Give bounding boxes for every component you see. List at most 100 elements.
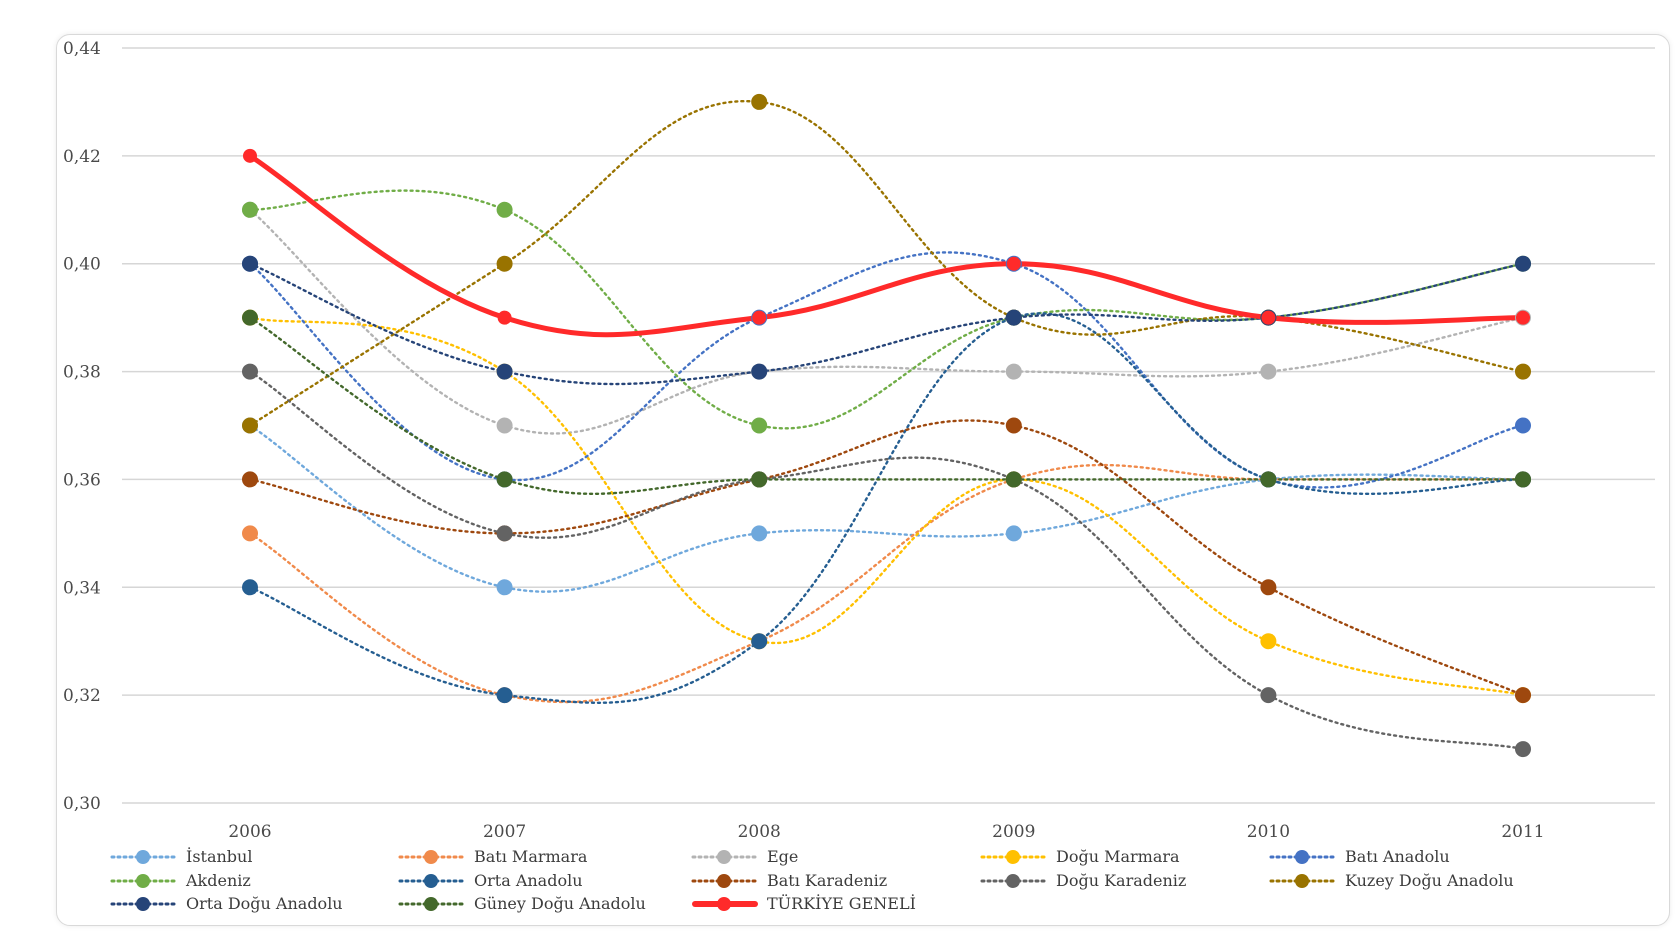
data-point xyxy=(242,417,258,434)
legend-marker xyxy=(424,850,438,864)
legend-item: Batı Karadeniz xyxy=(691,871,887,890)
data-point xyxy=(1005,471,1022,488)
series-line-7 xyxy=(248,419,1525,697)
legend-label: Doğu Karadeniz xyxy=(1056,871,1186,890)
data-point xyxy=(1260,687,1277,704)
data-point xyxy=(1261,310,1276,325)
legend-marker xyxy=(1006,850,1020,864)
data-point xyxy=(496,525,513,542)
legend-label: İstanbul xyxy=(186,846,252,866)
data-point xyxy=(242,201,258,218)
data-point xyxy=(1515,417,1531,434)
data-point xyxy=(496,255,513,272)
y-tick-label: 0,34 xyxy=(63,578,101,598)
data-point xyxy=(1515,471,1531,488)
legend-marker xyxy=(136,874,150,888)
legend-label: Doğu Marmara xyxy=(1056,847,1180,866)
data-point xyxy=(1516,310,1530,325)
data-point xyxy=(242,579,258,596)
y-tick-label: 0,44 xyxy=(63,39,101,59)
legend-label: Kuzey Doğu Anadolu xyxy=(1345,871,1514,890)
data-point xyxy=(751,93,768,110)
data-point xyxy=(751,471,768,488)
data-point xyxy=(1005,309,1022,326)
x-tick-label: 2008 xyxy=(738,822,781,842)
legend: İstanbul Batı Marmara Ege Doğu Marmara Batı … xyxy=(110,846,1514,913)
data-point xyxy=(496,687,513,704)
data-point xyxy=(1005,525,1022,542)
legend-item: Batı Anadolu xyxy=(1269,847,1450,866)
data-point xyxy=(751,363,768,380)
series-line-4 xyxy=(248,251,1525,489)
legend-marker xyxy=(424,874,438,888)
legend-item: Akdeniz xyxy=(110,871,251,890)
y-tick-label: 0,36 xyxy=(63,470,101,490)
legend-item: TÜRKİYE GENELİ xyxy=(692,893,916,913)
legend-label: TÜRKİYE GENELİ xyxy=(767,893,916,913)
legend-item: Ege xyxy=(691,847,798,866)
data-point xyxy=(1005,417,1022,434)
x-tick-label: 2009 xyxy=(992,822,1035,842)
y-tick-label: 0,38 xyxy=(63,363,101,383)
data-point xyxy=(1260,579,1277,596)
legend-item: Güney Doğu Anadolu xyxy=(398,894,646,913)
legend-item: Orta Anadolu xyxy=(398,871,583,890)
data-point xyxy=(1515,363,1531,380)
data-point xyxy=(243,148,257,163)
legend-marker xyxy=(1006,874,1020,888)
data-point xyxy=(1515,741,1531,758)
data-point xyxy=(242,471,258,488)
x-tick-label: 2007 xyxy=(483,822,526,842)
x-tick-label: 2010 xyxy=(1247,822,1290,842)
legend-marker xyxy=(1295,874,1309,888)
data-point xyxy=(1005,363,1022,380)
series-line-0 xyxy=(248,424,1525,593)
series-line-12 xyxy=(247,153,1526,338)
data-point xyxy=(751,417,768,434)
legend-item: Doğu Karadeniz xyxy=(980,871,1186,890)
legend-marker xyxy=(717,897,731,911)
legend-marker xyxy=(717,874,731,888)
data-point xyxy=(242,255,258,272)
data-point xyxy=(496,471,513,488)
legend-item: İstanbul xyxy=(110,846,252,866)
series-lines xyxy=(247,99,1526,751)
legend-label: Akdeniz xyxy=(185,871,251,890)
legend-label: Orta Doğu Anadolu xyxy=(186,894,343,913)
data-point xyxy=(242,525,258,542)
data-point xyxy=(751,525,768,542)
series-line-8 xyxy=(248,370,1525,751)
y-tick-label: 0,40 xyxy=(63,255,101,275)
legend-marker xyxy=(136,850,150,864)
y-tick-label: 0,32 xyxy=(63,686,101,706)
data-point xyxy=(1260,363,1277,380)
x-axis: 2006 2007 2008 2009 2010 2011 xyxy=(228,822,1544,842)
legend-marker xyxy=(1295,850,1309,864)
data-point xyxy=(1515,687,1531,704)
series-line-10 xyxy=(248,262,1525,386)
data-point xyxy=(751,633,768,650)
data-point xyxy=(752,310,767,325)
data-point xyxy=(496,417,513,434)
legend-label: Batı Anadolu xyxy=(1345,847,1450,866)
x-tick-label: 2011 xyxy=(1501,822,1544,842)
data-point xyxy=(496,363,513,380)
data-point xyxy=(1006,256,1021,271)
y-axis: 0,30 0,32 0,34 0,36 0,38 0,40 0,42 0,44 xyxy=(63,39,101,814)
series-line-2 xyxy=(248,208,1525,435)
y-tick-label: 0,42 xyxy=(63,147,101,167)
y-tick-label: 0,30 xyxy=(63,794,101,814)
data-point xyxy=(242,309,258,326)
legend-label: Güney Doğu Anadolu xyxy=(474,894,646,913)
data-point xyxy=(242,363,258,380)
legend-marker xyxy=(136,897,150,911)
series-line-6 xyxy=(248,312,1525,704)
series-line-11 xyxy=(248,316,1525,495)
x-tick-label: 2006 xyxy=(228,822,271,842)
legend-item: Kuzey Doğu Anadolu xyxy=(1269,871,1514,890)
legend-item: Batı Marmara xyxy=(398,847,588,866)
legend-label: Batı Marmara xyxy=(474,847,588,866)
data-point xyxy=(497,310,512,325)
series-markers xyxy=(242,93,1531,758)
